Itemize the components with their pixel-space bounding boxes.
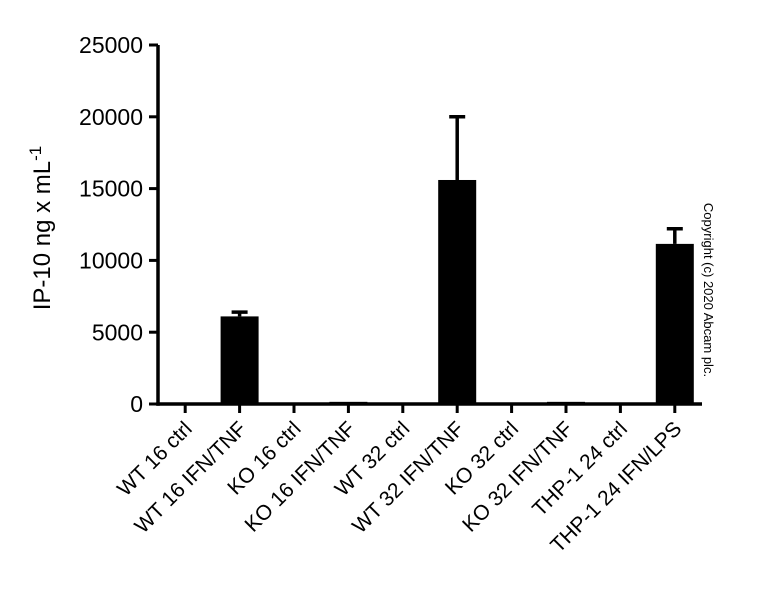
y-tick-label: 10000 [79, 247, 143, 273]
x-tick-label: THP-1 24 ctrl [528, 417, 632, 521]
y-tick-label: 20000 [79, 104, 143, 130]
y-tick-label: 15000 [79, 176, 143, 202]
y-tick-label: 25000 [79, 32, 143, 58]
bar [547, 401, 585, 404]
copyright-text: Copyright (c) 2020 Abcam plc. [701, 203, 716, 377]
bar [655, 243, 694, 404]
bar [438, 179, 477, 404]
y-tick-label: 5000 [92, 319, 143, 345]
y-axis-label: IP-10 ng x mL-1 [26, 146, 56, 311]
bar [220, 316, 259, 404]
y-tick-label: 0 [130, 391, 143, 417]
bar [329, 401, 368, 404]
